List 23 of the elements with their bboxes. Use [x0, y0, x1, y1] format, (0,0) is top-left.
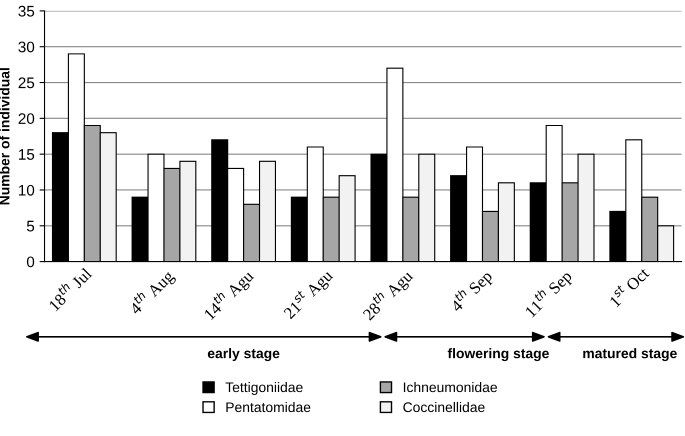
- y-tick-label: 25: [18, 77, 34, 88]
- legend-label: Tettigoniidae: [226, 382, 303, 395]
- x-tick-label: 4$^{th}$ Sep: [447, 266, 496, 315]
- text: early stage: [208, 348, 280, 362]
- text: matured stage: [583, 348, 677, 362]
- x-tick-label: 1$^{st}$ Oct: [606, 264, 650, 308]
- x-tick-label: 28$^{th}$ Agu: [359, 266, 416, 324]
- legend-label: Coccinellidae: [403, 402, 485, 412]
- x-tick-label: 14$^{th}$ Agu: [200, 266, 257, 323]
- x-tick-label: 18$^{th}$ Jul: [46, 264, 93, 312]
- y-tick-label: 20: [18, 113, 34, 124]
- text: flowering stage: [448, 348, 549, 362]
- y-tick-label: 30: [18, 42, 34, 52]
- y-tick-label: 5: [26, 220, 34, 232]
- y-tick-label: 15: [18, 149, 34, 160]
- legend-label: Ichneumonidae: [404, 382, 497, 392]
- x-tick-label: 21$^{st}$ Agu: [280, 266, 336, 322]
- legend-label: Pentatomidae: [226, 402, 310, 412]
- y-tick-label: 10: [18, 184, 34, 196]
- x-tick-label: 4$^{th}$ Aug: [126, 266, 178, 318]
- y-tick-label: 0: [26, 256, 34, 268]
- x-tick-label: 11$^{th}$ Sep: [522, 266, 575, 320]
- y-tick-label: 35: [18, 6, 34, 17]
